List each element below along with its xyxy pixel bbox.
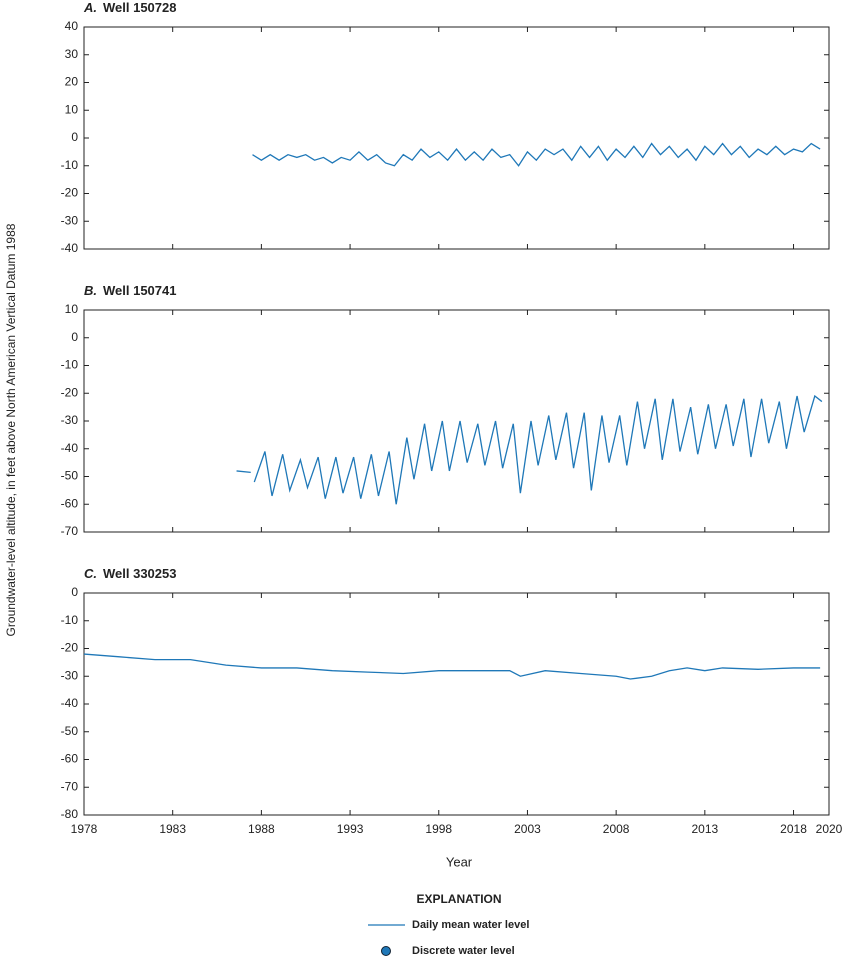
y-tick-label: -60	[61, 752, 79, 766]
y-tick-label: -80	[61, 807, 79, 821]
water-level-line	[252, 142, 821, 167]
y-tick-label: -20	[61, 186, 79, 200]
x-tick-label: 1978	[71, 822, 98, 836]
y-tick-label: -70	[61, 779, 79, 793]
panel-title: C. Well 330253	[84, 566, 176, 581]
y-axis-label: Groundwater-level altitude, in feet abov…	[4, 223, 18, 636]
legend-label: Discrete water level	[412, 945, 515, 957]
y-tick-label: -10	[61, 158, 79, 172]
y-tick-label: -30	[61, 413, 79, 427]
panel-title: A. Well 150728	[83, 0, 176, 15]
legend-title: EXPLANATION	[416, 892, 501, 906]
x-tick-label: 2003	[514, 822, 541, 836]
y-tick-label: -40	[61, 241, 79, 255]
panel-title: B. Well 150741	[84, 283, 176, 298]
y-tick-label: -30	[61, 668, 79, 682]
plot-frame	[83, 26, 830, 250]
y-tick-label: 0	[71, 585, 78, 599]
water-level-line	[83, 653, 821, 680]
x-axis-label: Year	[446, 854, 473, 869]
x-tick-label: 1983	[159, 822, 186, 836]
x-tick-label: 2018	[780, 822, 807, 836]
x-tick-label: 2020	[816, 822, 843, 836]
panel-letter: A.	[83, 0, 97, 15]
panel-letter: C.	[84, 566, 97, 581]
panel-name: Well 150741	[103, 283, 176, 298]
legend-label: Daily mean water level	[412, 919, 529, 931]
x-tick-label: 2013	[691, 822, 718, 836]
y-tick-label: 20	[65, 75, 79, 89]
y-tick-label: -10	[61, 613, 79, 627]
y-tick-label: -40	[61, 441, 79, 455]
y-tick-label: 30	[65, 47, 79, 61]
y-tick-label: -10	[61, 358, 79, 372]
x-tick-label: 1998	[425, 822, 452, 836]
y-tick-label: 0	[71, 130, 78, 144]
x-tick-label: 2008	[603, 822, 630, 836]
y-tick-label: -40	[61, 696, 79, 710]
y-tick-label: -60	[61, 496, 79, 510]
legend-swatch	[381, 946, 391, 956]
y-tick-label: -50	[61, 469, 79, 483]
panel-letter: B.	[84, 283, 97, 298]
y-tick-label: -70	[61, 524, 79, 538]
y-tick-label: -20	[61, 385, 79, 399]
panel-name: Well 150728	[103, 0, 176, 15]
plot-frame	[83, 309, 830, 533]
water-level-line	[236, 394, 823, 505]
y-tick-label: -30	[61, 213, 79, 227]
y-tick-label: 0	[71, 330, 78, 344]
x-tick-label: 1988	[248, 822, 275, 836]
y-tick-label: 10	[65, 102, 79, 116]
x-tick-label: 1993	[337, 822, 364, 836]
panel-name: Well 330253	[103, 566, 176, 581]
plot-frame	[83, 592, 830, 816]
y-tick-label: 10	[65, 302, 79, 316]
y-tick-label: 40	[65, 19, 79, 33]
y-tick-label: -50	[61, 724, 79, 738]
y-tick-label: -20	[61, 641, 79, 655]
